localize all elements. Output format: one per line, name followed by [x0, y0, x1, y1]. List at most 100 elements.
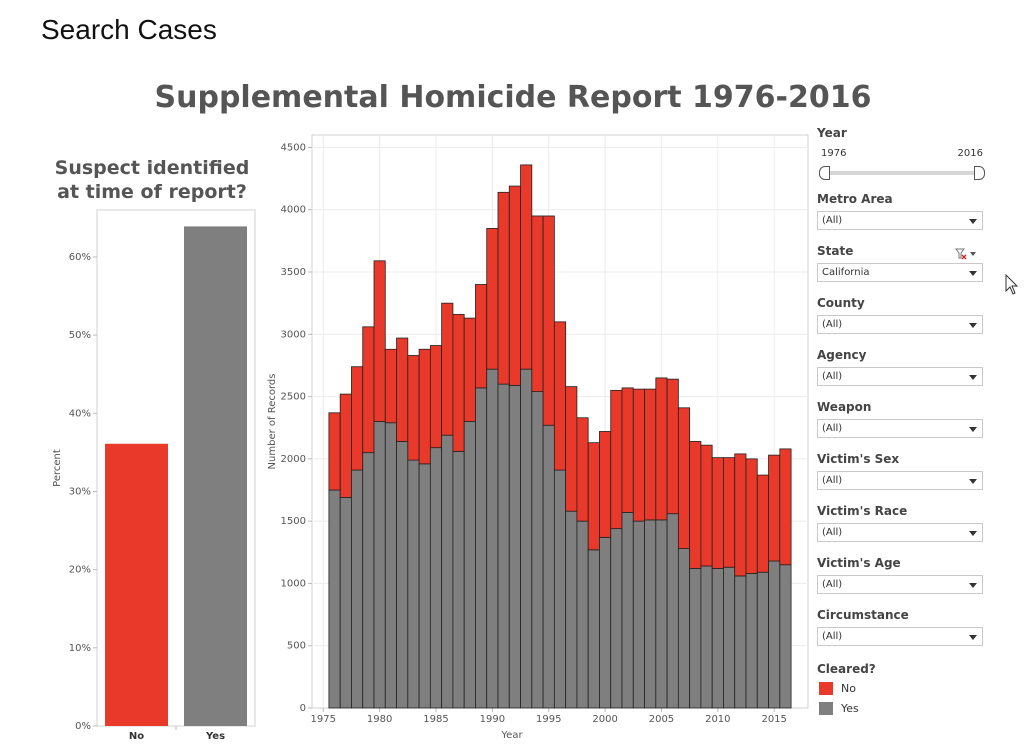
- bar-no-2009[interactable]: [700, 444, 713, 567]
- bar-yes-1982[interactable]: [396, 441, 409, 709]
- bar-yes-2016[interactable]: [779, 564, 792, 709]
- bar-no-2015[interactable]: [768, 454, 781, 562]
- year-slider-min-handle[interactable]: [819, 166, 830, 180]
- bar-yes-1990[interactable]: [486, 368, 499, 709]
- bar-no-1992[interactable]: [508, 185, 521, 386]
- bar-yes-2011[interactable]: [723, 566, 736, 709]
- bar-yes-1978[interactable]: [351, 469, 364, 709]
- bar-yes-2010[interactable]: [711, 568, 724, 709]
- bar-no-1988[interactable]: [463, 317, 476, 422]
- bar-yes-1983[interactable]: [407, 459, 420, 709]
- bar-yes-1995[interactable]: [542, 424, 555, 709]
- bar-no-2002[interactable]: [621, 387, 634, 513]
- y-tick-label: 2000: [281, 454, 306, 465]
- bar-no-1991[interactable]: [497, 191, 510, 385]
- bar-yes-2014[interactable]: [756, 571, 769, 709]
- bar-yes-2009[interactable]: [700, 565, 713, 709]
- county-dropdown[interactable]: (All): [817, 315, 983, 334]
- bar-no-1993[interactable]: [520, 164, 533, 370]
- victim-s-sex-dropdown[interactable]: (All): [817, 471, 983, 490]
- bar-yes-1986[interactable]: [441, 434, 454, 709]
- bar-yes-1997[interactable]: [565, 510, 578, 709]
- victim-s-race-dropdown[interactable]: (All): [817, 523, 983, 542]
- year-slider-track[interactable]: [823, 171, 981, 175]
- bar-yes-2004[interactable]: [644, 519, 657, 709]
- clear-filter-icon[interactable]: [955, 248, 977, 260]
- bar-yes-2012[interactable]: [734, 575, 747, 709]
- bar-yes-1988[interactable]: [463, 421, 476, 709]
- bar-no-2012[interactable]: [734, 453, 747, 577]
- bar-yes-1985[interactable]: [429, 447, 443, 709]
- bar-yes-2007[interactable]: [677, 548, 691, 709]
- bar-no-1996[interactable]: [553, 321, 567, 471]
- bar-no-1999[interactable]: [587, 442, 600, 551]
- bar-no-1981[interactable]: [384, 348, 397, 424]
- bar-yes-1998[interactable]: [576, 520, 589, 709]
- bar-yes-2008[interactable]: [689, 568, 702, 709]
- state-dropdown[interactable]: California: [817, 263, 983, 282]
- bar-yes-2000[interactable]: [599, 536, 612, 709]
- bar-no-1977[interactable]: [339, 393, 352, 498]
- bar-yes-2006[interactable]: [666, 513, 679, 709]
- bar-no-1995[interactable]: [542, 215, 555, 426]
- bar-no-2003[interactable]: [632, 388, 645, 522]
- bar-yes-1989[interactable]: [475, 387, 488, 709]
- bar-no-2005[interactable]: [655, 377, 668, 521]
- bar-yes-2015[interactable]: [768, 560, 781, 709]
- bar-yes[interactable]: [184, 226, 247, 726]
- bar-yes-1996[interactable]: [553, 469, 567, 709]
- bar-yes-1994[interactable]: [531, 391, 544, 709]
- bar-no-2004[interactable]: [644, 388, 657, 521]
- bar-yes-1992[interactable]: [508, 384, 521, 709]
- agency-dropdown[interactable]: (All): [817, 367, 983, 386]
- bar-yes-1993[interactable]: [520, 368, 533, 709]
- bar-yes-1981[interactable]: [384, 422, 397, 709]
- bar-no-2006[interactable]: [666, 378, 679, 515]
- bar-no-2014[interactable]: [756, 474, 769, 573]
- bar-yes-1976[interactable]: [328, 489, 341, 709]
- bar-no-1978[interactable]: [351, 366, 364, 471]
- bar-no-1987[interactable]: [452, 313, 465, 452]
- x-axis-label: Year: [500, 730, 523, 741]
- weapon-dropdown[interactable]: (All): [817, 419, 983, 438]
- bar-no-2001[interactable]: [610, 389, 623, 530]
- bar-no-1984[interactable]: [418, 348, 431, 465]
- bar-yes-2001[interactable]: [610, 528, 623, 709]
- bar-yes-1987[interactable]: [452, 450, 465, 709]
- bar-no[interactable]: [105, 443, 168, 726]
- bar-no-1986[interactable]: [441, 302, 454, 436]
- bar-no-1985[interactable]: [429, 345, 443, 449]
- bar-no-1979[interactable]: [362, 326, 375, 454]
- bar-no-2013[interactable]: [745, 458, 758, 574]
- bar-yes-2002[interactable]: [621, 512, 634, 709]
- bar-yes-1991[interactable]: [497, 383, 510, 709]
- bar-no-2011[interactable]: [723, 457, 736, 568]
- bar-no-2008[interactable]: [689, 441, 702, 569]
- bar-no-1997[interactable]: [565, 386, 578, 512]
- year-slider-max-handle[interactable]: [974, 166, 985, 180]
- bar-yes-1980[interactable]: [373, 421, 386, 709]
- bar-no-2010[interactable]: [711, 457, 724, 569]
- bar-yes-2005[interactable]: [655, 519, 668, 709]
- bar-yes-1979[interactable]: [362, 452, 375, 709]
- bar-no-1983[interactable]: [407, 355, 420, 461]
- bar-no-1976[interactable]: [328, 412, 341, 491]
- bar-yes-1999[interactable]: [587, 549, 600, 709]
- bar-yes-1984[interactable]: [418, 463, 431, 709]
- year-slider[interactable]: 1976 2016: [817, 148, 987, 180]
- bar-no-1998[interactable]: [576, 417, 589, 522]
- bar-no-2000[interactable]: [599, 431, 612, 538]
- circumstance-dropdown[interactable]: (All): [817, 627, 983, 646]
- bar-no-1994[interactable]: [531, 215, 544, 393]
- bar-no-2007[interactable]: [677, 407, 691, 549]
- bar-yes-2003[interactable]: [632, 520, 645, 709]
- bar-yes-2013[interactable]: [745, 573, 758, 709]
- bar-no-1982[interactable]: [396, 337, 409, 442]
- bar-no-1989[interactable]: [475, 284, 488, 389]
- bar-no-2016[interactable]: [779, 448, 792, 566]
- bar-yes-1977[interactable]: [339, 497, 352, 709]
- bar-no-1980[interactable]: [373, 260, 386, 422]
- metro-area-dropdown[interactable]: (All): [817, 211, 983, 230]
- bar-no-1990[interactable]: [486, 228, 499, 370]
- victim-s-age-dropdown[interactable]: (All): [817, 575, 983, 594]
